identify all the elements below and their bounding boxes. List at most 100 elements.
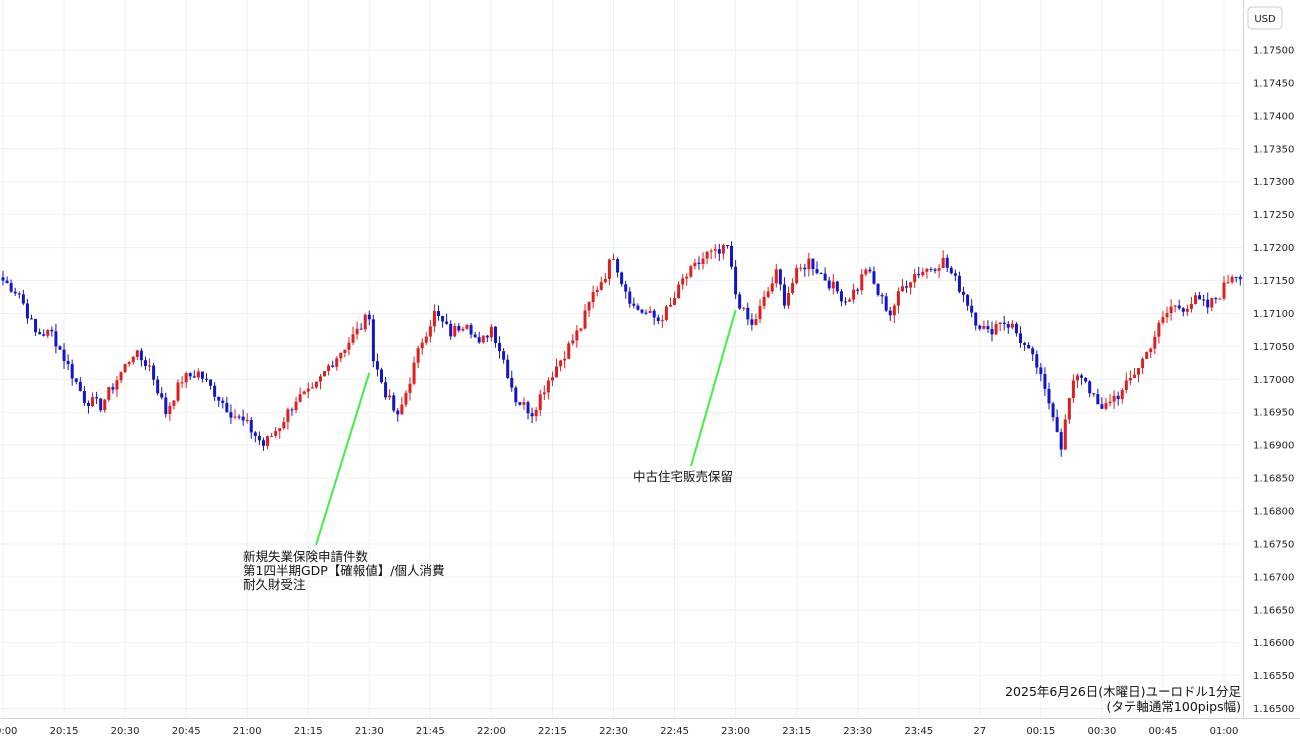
price-tick: 1.16500 xyxy=(1253,704,1294,715)
candle-down xyxy=(1027,342,1031,349)
candle-body xyxy=(522,402,526,405)
candle-up xyxy=(807,252,811,277)
candle-body xyxy=(1161,317,1165,323)
candle-up xyxy=(388,389,392,401)
candle-up xyxy=(1149,347,1153,359)
candle-body xyxy=(953,273,957,276)
candle-body xyxy=(624,284,628,292)
candle-body xyxy=(42,334,46,336)
candle-body xyxy=(1157,322,1161,337)
candle-body xyxy=(697,262,701,264)
candle-body xyxy=(770,283,774,292)
candle-up xyxy=(575,325,579,348)
candle-down xyxy=(929,267,933,273)
candle-body xyxy=(921,271,925,276)
candle-body xyxy=(673,298,677,305)
candle-body xyxy=(880,294,884,297)
candle-body xyxy=(1067,398,1071,420)
candle-body xyxy=(384,382,388,398)
candle-down xyxy=(1092,393,1096,397)
candle-up xyxy=(1161,311,1165,325)
candle-body xyxy=(498,342,502,352)
candle-down xyxy=(514,385,518,407)
candle-body xyxy=(441,316,445,322)
grid xyxy=(0,0,1243,718)
time-tick: 22:00 xyxy=(477,726,506,737)
candle-body xyxy=(99,398,103,411)
candle-body xyxy=(86,402,90,407)
candle-up xyxy=(306,382,310,399)
candle-up xyxy=(278,428,282,439)
candle-up xyxy=(1222,276,1226,301)
time-tick: 00:45 xyxy=(1149,726,1178,737)
candle-down xyxy=(1006,321,1010,334)
candle-up xyxy=(1173,304,1177,313)
candle-body xyxy=(331,365,335,367)
candle-body xyxy=(583,310,587,329)
candle-up xyxy=(351,326,355,346)
candle-body xyxy=(945,257,949,268)
candle-body xyxy=(559,360,563,367)
candle-body xyxy=(506,359,510,378)
candle-body xyxy=(58,346,62,350)
candle-up xyxy=(567,341,571,360)
candle-up xyxy=(1067,397,1071,425)
candle-down xyxy=(38,328,42,335)
candle-down xyxy=(518,401,522,406)
candle-down xyxy=(957,271,961,294)
candle-body xyxy=(1185,308,1189,312)
candle-down xyxy=(1214,296,1218,304)
candle-body xyxy=(660,320,664,322)
candle-body xyxy=(563,358,567,361)
candle-body xyxy=(1063,419,1067,450)
candle-down xyxy=(1019,326,1022,348)
candle-up xyxy=(1210,297,1214,312)
candle-up xyxy=(1194,292,1198,305)
candle-body xyxy=(591,292,595,303)
candle-down xyxy=(249,416,253,439)
candle-body xyxy=(5,280,9,284)
candle-up xyxy=(412,356,416,386)
candle-body xyxy=(546,380,550,393)
candle-body xyxy=(457,325,461,331)
candle-body xyxy=(1071,380,1075,399)
candle-body xyxy=(477,337,481,343)
candle-down xyxy=(1051,401,1055,422)
candle-body xyxy=(396,410,400,415)
time-axis-bg xyxy=(0,719,1300,745)
candle-up xyxy=(408,377,412,401)
candle-body xyxy=(803,267,807,270)
candle-body xyxy=(290,409,294,411)
candle-body xyxy=(730,245,734,267)
candle-down xyxy=(1238,274,1242,286)
candle-body xyxy=(400,404,404,415)
candle-body xyxy=(1100,404,1104,409)
annotation-text: 中古住宅販売保留 xyxy=(633,469,733,484)
candle-body xyxy=(188,373,192,377)
candle-down xyxy=(905,280,909,293)
candle-body xyxy=(632,303,636,306)
candle-body xyxy=(1027,344,1031,349)
candle-down xyxy=(530,407,534,424)
candle-body xyxy=(1120,389,1124,400)
candle-body xyxy=(343,349,347,353)
candle-down xyxy=(156,375,160,396)
candle-up xyxy=(327,363,331,376)
price-axis-ticks[interactable]: 1.17500 1.17450 1.17400 1.17350 1.17300 1.172… xyxy=(1253,46,1294,716)
time-axis-ticks[interactable]: 20:00 20:15 20:30 20:45 21:00 21:15 21:30 21:45… xyxy=(0,726,1238,737)
candle-body xyxy=(335,358,339,367)
candle-body xyxy=(1153,336,1157,349)
currency-box[interactable] xyxy=(1247,6,1283,30)
candle-down xyxy=(843,297,847,306)
candle-body xyxy=(1116,395,1120,400)
candle-body xyxy=(274,431,278,436)
candle-up xyxy=(339,352,343,363)
candle-down xyxy=(66,354,70,371)
candle-up xyxy=(294,396,298,414)
candle-up xyxy=(424,332,428,345)
candle-body xyxy=(607,259,611,279)
price-tick: 1.17300 xyxy=(1253,177,1294,188)
candle-down xyxy=(17,291,21,299)
candle-down xyxy=(1039,363,1043,382)
